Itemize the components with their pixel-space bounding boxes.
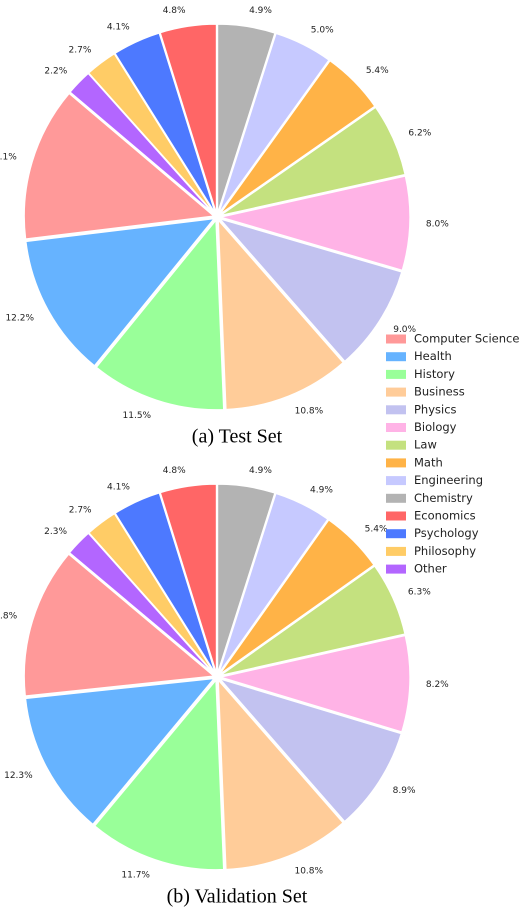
legend-label: Philosophy bbox=[414, 544, 476, 558]
pie-slice bbox=[217, 217, 345, 411]
slice-label: 6.2% bbox=[408, 129, 431, 139]
slice-label: 2.7% bbox=[69, 505, 92, 515]
pie-slice bbox=[95, 217, 225, 411]
slice-label: 12.2% bbox=[5, 314, 34, 324]
pie-slice bbox=[217, 32, 331, 215]
legend-swatch bbox=[386, 352, 406, 362]
legend-swatch bbox=[386, 405, 406, 415]
legend-swatch bbox=[386, 423, 406, 432]
legend-swatch bbox=[386, 493, 406, 503]
legend-swatch bbox=[386, 334, 406, 344]
legend-label: Other bbox=[414, 562, 447, 576]
slice-label: 4.9% bbox=[249, 466, 272, 476]
slice-label: 12.3% bbox=[4, 771, 33, 781]
legend-label: Engineering bbox=[414, 473, 483, 487]
slice-label: 8.2% bbox=[426, 680, 449, 690]
slice-label: 8.0% bbox=[426, 219, 449, 229]
pie-slice bbox=[218, 518, 376, 676]
legend-label: Law bbox=[414, 438, 437, 452]
slice-label: 4.1% bbox=[107, 23, 130, 33]
slice-label: 6.3% bbox=[408, 587, 431, 597]
pie-slice bbox=[218, 59, 377, 216]
pie-slice bbox=[24, 677, 217, 826]
slice-label: 2.7% bbox=[69, 45, 92, 55]
legend-swatch bbox=[386, 440, 406, 450]
slice-label: 5.4% bbox=[366, 66, 389, 76]
pie-slice bbox=[217, 634, 411, 734]
pie-slice bbox=[219, 175, 411, 272]
slice-label: 2.3% bbox=[44, 527, 67, 537]
slice-label: 5.4% bbox=[365, 525, 388, 535]
legend-swatch bbox=[386, 387, 406, 397]
legend-label: Psychology bbox=[414, 526, 479, 540]
legend-label: Math bbox=[414, 455, 443, 469]
legend-label: Health bbox=[414, 349, 452, 363]
slice-label: 12.8% bbox=[0, 611, 18, 621]
slice-label: 9.0% bbox=[393, 325, 416, 335]
slice-label: 4.9% bbox=[310, 485, 333, 495]
pie-slice bbox=[159, 23, 218, 215]
legend-swatch bbox=[386, 529, 406, 539]
slice-label: 2.2% bbox=[44, 67, 67, 77]
legend-swatch bbox=[386, 369, 406, 379]
pie-slice bbox=[216, 23, 277, 215]
pie-slice bbox=[219, 564, 407, 677]
pie-slice bbox=[217, 217, 403, 363]
pie-slice bbox=[219, 106, 407, 217]
pie-slice bbox=[217, 492, 330, 675]
slice-label: 11.7% bbox=[121, 870, 150, 880]
pie-slice bbox=[217, 677, 403, 823]
slice-label: 4.1% bbox=[107, 483, 130, 493]
pie-slice bbox=[23, 552, 216, 697]
legend-swatch bbox=[386, 546, 406, 556]
slice-label: 4.8% bbox=[163, 466, 186, 476]
pie-slice bbox=[24, 217, 217, 367]
caption: (b) Validation Set bbox=[167, 886, 308, 908]
slice-label: 8.9% bbox=[393, 786, 416, 796]
legend-swatch bbox=[386, 511, 406, 521]
pie-slice bbox=[23, 92, 216, 240]
legend-label: History bbox=[414, 367, 455, 381]
pie-slice bbox=[68, 72, 216, 216]
slice-label: 5.0% bbox=[311, 26, 334, 36]
legend-label: Biology bbox=[414, 420, 457, 434]
pie-slice bbox=[159, 483, 218, 675]
legend-label: Physics bbox=[414, 402, 457, 416]
slice-label: 13.1% bbox=[0, 153, 17, 163]
pie-slice bbox=[68, 532, 216, 676]
slice-label: 4.9% bbox=[249, 6, 272, 16]
caption: (a) Test Set bbox=[192, 426, 283, 448]
pie-slice bbox=[217, 677, 345, 871]
legend-swatch bbox=[386, 476, 406, 486]
slice-label: 11.5% bbox=[123, 411, 152, 421]
legend-label: Chemistry bbox=[414, 491, 473, 505]
slice-label: 10.8% bbox=[295, 407, 324, 417]
legend-swatch bbox=[386, 564, 406, 574]
slice-label: 10.8% bbox=[294, 867, 323, 877]
legend-swatch bbox=[386, 458, 406, 468]
legend-label: Business bbox=[414, 385, 465, 399]
slice-label: 4.8% bbox=[163, 6, 186, 16]
pie-slice bbox=[216, 483, 276, 675]
legend-label: Economics bbox=[414, 509, 476, 523]
pie-slice bbox=[93, 677, 225, 871]
legend-label: Computer Science bbox=[414, 332, 519, 346]
